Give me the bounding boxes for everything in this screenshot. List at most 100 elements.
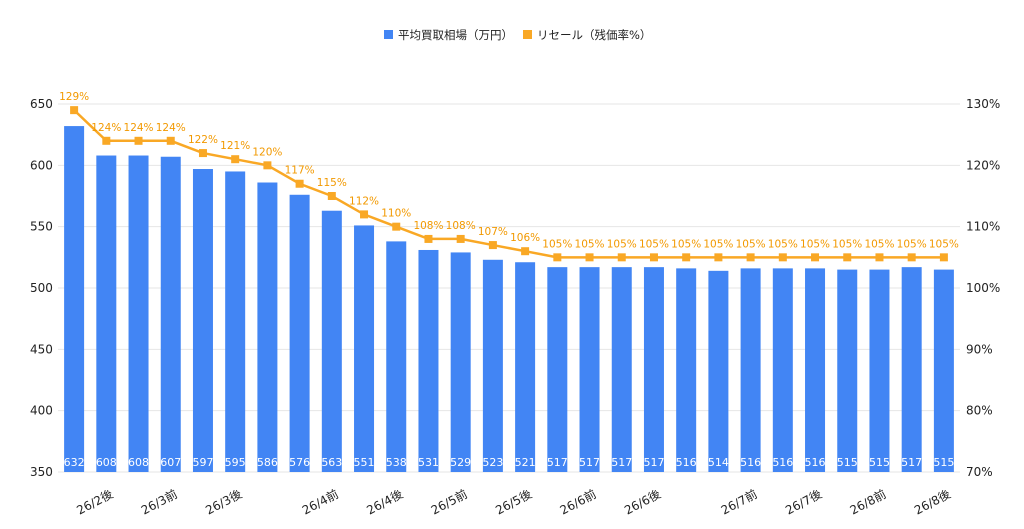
y-right-tick-label: 130%: [966, 97, 1000, 111]
y-right-tick-label: 80%: [966, 404, 993, 418]
line-value-label: 105%: [639, 238, 669, 250]
line-point: [360, 210, 369, 219]
bar: [643, 267, 664, 472]
bar-value-label: 516: [740, 456, 761, 469]
line-point: [649, 253, 658, 262]
bar: [805, 268, 826, 472]
y-left-tick-label: 350: [30, 465, 53, 479]
bar-value-label: 607: [160, 456, 181, 469]
bar-value-label: 517: [579, 456, 600, 469]
y-left-tick-label: 650: [30, 97, 53, 111]
line-value-labels: 129%124% 124% 124%122%121%120%117%115%112%…: [59, 91, 959, 250]
legend: 平均買取相場（万円） リセール（残価率%）: [384, 28, 651, 42]
line-value-label: 115%: [317, 177, 347, 189]
x-tick-label: 26/5前: [428, 486, 469, 518]
series-line: [73, 109, 944, 259]
bar-value-label: 632: [64, 456, 85, 469]
bar-value-label: 516: [772, 456, 793, 469]
bar: [160, 156, 181, 472]
bar: [482, 259, 503, 472]
bar: [740, 268, 761, 472]
bar-value-label: 529: [450, 456, 471, 469]
line-point: [295, 179, 304, 188]
bar: [321, 210, 342, 472]
y-right-tick-label: 70%: [966, 465, 993, 479]
x-tick-label: 26/6前: [557, 486, 598, 518]
x-tick-label: 26/3前: [138, 486, 179, 518]
bar: [418, 249, 439, 472]
x-tick-label: 26/3後: [203, 487, 244, 518]
x-tick-label: 26/8後: [912, 487, 953, 518]
bar: [547, 267, 568, 472]
line-point: [166, 136, 175, 145]
x-tick-label: 26/6後: [622, 487, 663, 518]
bar-value-label: 517: [547, 456, 568, 469]
line-value-label: 105%: [607, 238, 637, 250]
legend-label-bar: 平均買取相場（万円）: [398, 28, 513, 42]
line-value-label: 107%: [478, 226, 508, 238]
x-tick-label: 26/4前: [299, 486, 340, 518]
line-point: [585, 253, 594, 262]
line-value-label: 120%: [252, 146, 282, 158]
bar-value-labels: 632 608 608 607 597 595 586 576 563 551 538 531 529 5…: [64, 456, 955, 469]
line-value-label: 124%: [91, 122, 121, 134]
line-value-label: 105%: [736, 238, 766, 250]
x-tick-label: 26/7後: [783, 487, 824, 518]
line-point: [456, 234, 465, 243]
line-point: [134, 136, 143, 145]
line-value-label: 105%: [929, 238, 959, 250]
line-point: [714, 253, 723, 262]
line-value-label: 108%: [413, 220, 443, 232]
bar: [708, 270, 729, 472]
x-tick-label: 26/4後: [364, 487, 405, 518]
line-point: [231, 155, 240, 164]
line-point: [198, 149, 207, 158]
bar-value-label: 608: [96, 456, 117, 469]
line-value-label: 105%: [864, 238, 894, 250]
bar-value-label: 514: [708, 456, 729, 469]
bar: [64, 126, 85, 472]
y-left-tick-label: 600: [30, 158, 53, 172]
line-value-label: 108%: [446, 220, 476, 232]
line-value-label: 110%: [381, 208, 411, 220]
bar: [257, 182, 278, 473]
line-value-label: 105%: [542, 238, 572, 250]
bar: [128, 155, 149, 472]
bar-value-label: 586: [257, 456, 278, 469]
y-left-tick-label: 400: [30, 404, 53, 418]
line-value-label: 121%: [220, 140, 250, 152]
line-point: [424, 234, 433, 243]
line-point: [327, 192, 336, 200]
line-value-label: 105%: [800, 238, 830, 250]
bar: [450, 252, 471, 472]
line-value-label: 105%: [671, 238, 701, 250]
line-point: [778, 253, 787, 262]
line-point: [907, 253, 916, 262]
bar: [869, 269, 890, 472]
x-tick-label: 26/2後: [74, 487, 115, 518]
bar-value-label: 517: [901, 456, 922, 469]
bar-value-label: 597: [192, 456, 213, 469]
line-point: [553, 253, 562, 262]
line-value-label: 106%: [510, 232, 540, 244]
line-point: [488, 241, 497, 250]
bar: [837, 269, 858, 472]
line-point: [939, 253, 948, 262]
bar-value-label: 517: [611, 456, 632, 469]
line-point: [843, 253, 852, 262]
y-left-tick-label: 500: [30, 281, 53, 295]
bar: [901, 267, 922, 472]
bar-value-label: 515: [837, 456, 858, 469]
x-tick-label: 26/7前: [718, 486, 759, 518]
y-right-tick-label: 110%: [966, 220, 1000, 234]
line-series: [70, 106, 948, 262]
line-value-label: 122%: [188, 134, 218, 146]
y-left-tick-label: 550: [30, 220, 53, 234]
line-value-label: 105%: [575, 238, 605, 250]
y-axis-right: 70% 80% 90% 100% 110% 120% 130%: [966, 97, 1000, 479]
line-point: [102, 136, 111, 145]
bar-value-label: 563: [321, 456, 342, 469]
line-point: [875, 253, 884, 262]
bar: [354, 225, 375, 472]
line-point: [392, 222, 401, 231]
